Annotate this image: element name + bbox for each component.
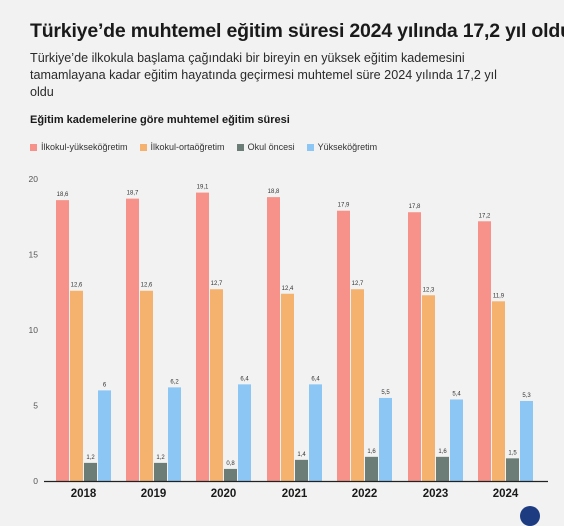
bar-2-4 <box>365 456 378 481</box>
bar-1-1 <box>140 290 153 481</box>
bar-3-1 <box>168 387 181 481</box>
bar-value-label: 5,4 <box>452 391 461 397</box>
legend-swatch <box>30 143 37 151</box>
x-tick-label: 2024 <box>493 488 519 500</box>
bar-value-label: 17,9 <box>338 203 350 209</box>
x-tick-label: 2019 <box>141 488 167 500</box>
legend-item-ilkokul-ortaogretim: İlkokul-ortaöğretim <box>139 142 225 152</box>
x-tick-label: 2020 <box>211 488 237 500</box>
headline: Türkiye’de muhtemel eğitim süresi 2024 y… <box>30 20 564 42</box>
bar-value-label: 17,8 <box>409 204 421 210</box>
bar-1-6 <box>492 301 505 481</box>
bar-0-1 <box>126 198 139 481</box>
bar-2-2 <box>224 468 237 481</box>
bar-2-5 <box>436 456 449 481</box>
bar-value-label: 12,6 <box>141 283 153 289</box>
bar-value-label: 5,5 <box>381 390 390 396</box>
bar-value-label: 1,6 <box>438 449 447 455</box>
bar-1-0 <box>70 290 83 481</box>
legend-label: İlkokul-ortaöğretim <box>150 142 225 152</box>
legend-item-ilkokul-yuksekogretim: İlkokul-yükseköğretim <box>30 142 128 152</box>
legend-label: Yükseköğretim <box>317 142 378 152</box>
bar-2-1 <box>154 462 167 481</box>
bar-value-label: 18,8 <box>268 189 280 195</box>
bar-value-label: 6 <box>103 382 107 388</box>
legend-item-yuksekogretim: Yükseköğretim <box>306 142 378 152</box>
bar-0-5 <box>408 212 421 481</box>
chart-legend: İlkokul-yükseköğretim İlkokul-ortaöğreti… <box>30 140 389 154</box>
bar-0-2 <box>196 192 209 481</box>
bar-value-label: 1,2 <box>156 455 165 461</box>
bar-value-label: 19,1 <box>197 185 209 191</box>
bar-value-label: 11,9 <box>493 293 505 299</box>
bar-3-0 <box>98 390 111 481</box>
bar-1-2 <box>210 289 223 481</box>
bar-3-6 <box>520 400 533 481</box>
bar-value-label: 12,7 <box>211 281 223 287</box>
x-tick-label: 2023 <box>423 488 449 500</box>
bar-3-3 <box>309 384 322 481</box>
y-tick-label: 5 <box>33 401 38 411</box>
legend-swatch <box>139 143 147 151</box>
bar-value-label: 0,8 <box>226 461 235 467</box>
bar-value-label: 1,4 <box>297 452 306 458</box>
chart-title: Eğitim kademelerine göre muhtemel eğitim… <box>30 114 290 126</box>
legend-swatch <box>306 143 314 151</box>
bar-0-3 <box>267 197 280 481</box>
bar-value-label: 6,4 <box>240 376 249 382</box>
bar-value-label: 6,4 <box>311 376 320 382</box>
x-tick-label: 2021 <box>282 488 308 500</box>
bar-2-0 <box>84 462 97 481</box>
bar-value-label: 12,6 <box>71 283 83 289</box>
bar-3-5 <box>450 399 463 481</box>
legend-item-okul-oncesi: Okul öncesi <box>236 142 295 152</box>
legend-swatch <box>236 143 244 151</box>
bar-0-4 <box>337 210 350 481</box>
y-tick-label: 15 <box>29 250 39 260</box>
bar-2-3 <box>295 459 308 481</box>
bar-2-6 <box>506 458 519 481</box>
bar-0-0 <box>56 200 69 481</box>
bar-value-label: 1,5 <box>508 450 517 456</box>
bar-value-label: 5,3 <box>522 393 531 399</box>
bar-value-label: 12,3 <box>423 287 435 293</box>
bar-value-label: 12,4 <box>282 286 294 292</box>
bar-value-label: 12,7 <box>352 281 364 287</box>
bar-1-5 <box>422 295 435 481</box>
bar-value-label: 17,2 <box>479 213 491 219</box>
y-tick-label: 10 <box>29 325 39 335</box>
y-tick-label: 20 <box>29 174 39 184</box>
bar-value-label: 1,2 <box>86 455 95 461</box>
x-tick-label: 2018 <box>71 488 97 500</box>
bar-value-label: 18,6 <box>57 192 69 198</box>
bar-value-label: 18,7 <box>127 191 139 197</box>
legend-label: Okul öncesi <box>247 142 295 152</box>
x-tick-label: 2022 <box>352 488 378 500</box>
bar-3-2 <box>238 384 251 481</box>
bar-1-3 <box>281 293 294 481</box>
y-tick-label: 0 <box>33 476 38 486</box>
legend-label: İlkokul-yükseköğretim <box>41 142 128 152</box>
subtitle: Türkiye’de ilkokula başlama çağındaki bi… <box>30 51 497 99</box>
brand-logo <box>520 506 540 526</box>
bar-1-4 <box>351 289 364 481</box>
bar-value-label: 1,6 <box>367 449 376 455</box>
bar-value-label: 6,2 <box>170 379 179 385</box>
bar-0-6 <box>478 221 491 481</box>
bar-3-4 <box>379 397 392 481</box>
